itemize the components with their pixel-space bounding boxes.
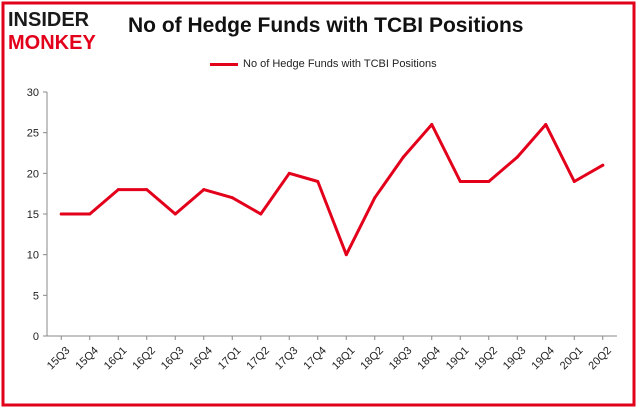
chart-legend: No of Hedge Funds with TCBI Positions <box>210 56 437 72</box>
x-tick-label: 16Q1 <box>102 345 130 373</box>
x-tick-label: 15Q3 <box>45 345 73 373</box>
y-tick-label: 15 <box>27 209 39 221</box>
data-point <box>401 155 405 159</box>
series-line <box>59 123 605 257</box>
data-point <box>344 253 348 257</box>
x-tick-label: 18Q2 <box>358 345 386 373</box>
x-tick-label: 19Q1 <box>444 345 472 373</box>
y-tick-label: 10 <box>27 250 39 262</box>
x-tick-label: 19Q2 <box>472 345 500 373</box>
data-point <box>601 163 605 167</box>
x-tick-label: 18Q1 <box>330 345 358 373</box>
logo-text-insider: INSIDER <box>8 9 90 31</box>
x-tick-label: 17Q1 <box>216 345 244 373</box>
x-tick-label: 15Q4 <box>73 345 101 373</box>
x-tick-label: 20Q2 <box>586 345 614 373</box>
x-tick-label: 16Q3 <box>159 345 187 373</box>
x-tick-label: 16Q2 <box>130 345 158 373</box>
data-point <box>544 123 548 127</box>
data-point <box>59 212 63 216</box>
y-tick-label: 20 <box>27 168 39 180</box>
y-tick-label: 0 <box>33 331 39 343</box>
data-point <box>316 179 320 183</box>
x-tick-label: 17Q3 <box>273 345 301 373</box>
x-tick-label: 16Q4 <box>187 345 215 373</box>
chart-title: No of Hedge Funds with TCBI Positions <box>128 14 524 37</box>
legend-label: No of Hedge Funds with TCBI Positions <box>243 58 437 70</box>
x-axis-ticks: 15Q3 15Q4 16Q1 16Q2 16Q3 16Q4 17Q1 17Q2 17Q3 17Q4… <box>45 336 614 372</box>
data-point <box>458 179 462 183</box>
data-point <box>287 171 291 175</box>
insider-monkey-logo: INSIDER MONKEY <box>8 9 96 54</box>
data-point <box>487 179 491 183</box>
data-point <box>572 179 576 183</box>
chart-series <box>59 123 605 257</box>
data-point <box>202 188 206 192</box>
data-point <box>373 196 377 200</box>
legend-line-swatch <box>210 62 238 66</box>
logo-text-monkey: MONKEY <box>8 32 96 54</box>
y-axis-ticks: 0 5 10 15 20 25 30 <box>27 87 47 343</box>
data-point <box>430 123 434 127</box>
data-point <box>259 212 263 216</box>
x-tick-label: 18Q4 <box>415 345 443 373</box>
x-tick-label: 19Q4 <box>529 345 557 373</box>
x-tick-label: 18Q3 <box>387 345 415 373</box>
data-point <box>173 212 177 216</box>
y-tick-label: 25 <box>27 128 39 140</box>
data-point <box>116 188 120 192</box>
data-point <box>230 196 234 200</box>
x-tick-label: 17Q2 <box>244 345 272 373</box>
x-tick-label: 19Q3 <box>501 345 529 373</box>
y-tick-label: 5 <box>33 290 39 302</box>
data-point <box>145 188 149 192</box>
x-tick-label: 20Q1 <box>558 345 586 373</box>
data-point <box>515 155 519 159</box>
data-point <box>88 212 92 216</box>
y-tick-label: 30 <box>27 87 39 99</box>
x-tick-label: 17Q4 <box>301 345 329 373</box>
